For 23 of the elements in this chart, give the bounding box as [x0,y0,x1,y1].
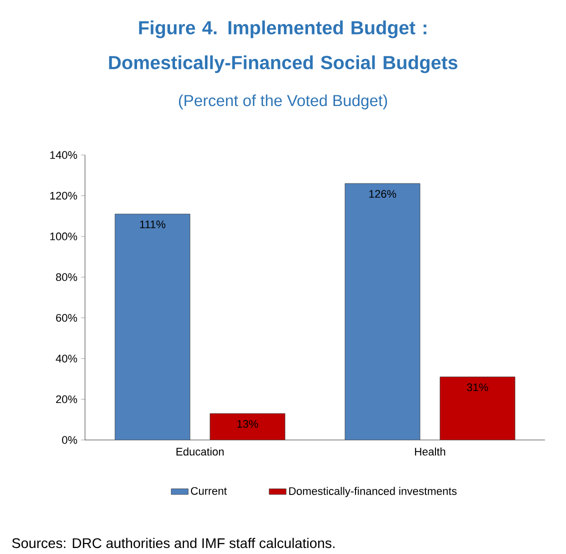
data-label: 126% [369,190,396,198]
data-label: 31% [466,383,488,392]
y-tick-label: 60% [56,314,78,322]
bar [210,413,286,440]
bar [440,376,516,440]
data-label: 111% [140,220,166,228]
x-tick-label: Education [176,448,224,456]
legend-label: Domestically-financed investments [289,486,457,498]
y-tick-label: 100% [50,232,78,240]
chart-title: Figure 4. Implemented Budget : Domestically-Financed Social Budgets [109,20,458,74]
y-tick-label: 0% [62,436,78,444]
chart-subtitle: (Percent of the Voted Budget) [178,94,387,110]
legend-label: Current [190,487,227,495]
y-tick-label: 40% [56,354,78,362]
x-tick-label: Health [415,448,446,456]
y-tick-label: 80% [56,273,78,282]
y-tick-label: 140% [50,151,78,159]
y-tick-label: 120% [50,192,78,200]
y-tick-label: 20% [56,395,78,404]
bar [344,183,420,440]
source-note: Sources: DRC authorities and IMF staff calculations. [12,538,335,548]
data-label: 13% [237,420,258,428]
bar [114,214,190,440]
